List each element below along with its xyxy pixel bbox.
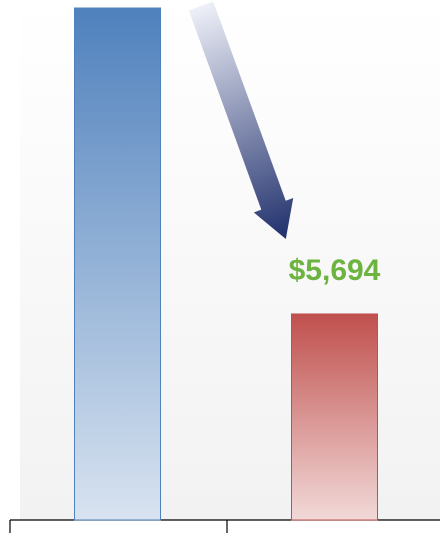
arrow — [188, 1, 294, 240]
data-label: $5,694 — [289, 254, 381, 287]
bar — [74, 7, 161, 521]
bar — [291, 313, 378, 521]
